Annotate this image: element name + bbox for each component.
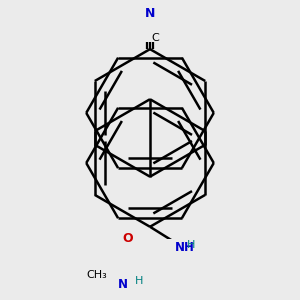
Text: H: H xyxy=(135,276,143,286)
Text: H: H xyxy=(187,240,196,250)
Text: C: C xyxy=(152,33,160,43)
Text: CH₃: CH₃ xyxy=(87,270,107,280)
Text: N: N xyxy=(118,278,128,291)
Text: N: N xyxy=(145,7,155,20)
Text: O: O xyxy=(122,232,133,245)
Text: NH: NH xyxy=(175,241,195,254)
